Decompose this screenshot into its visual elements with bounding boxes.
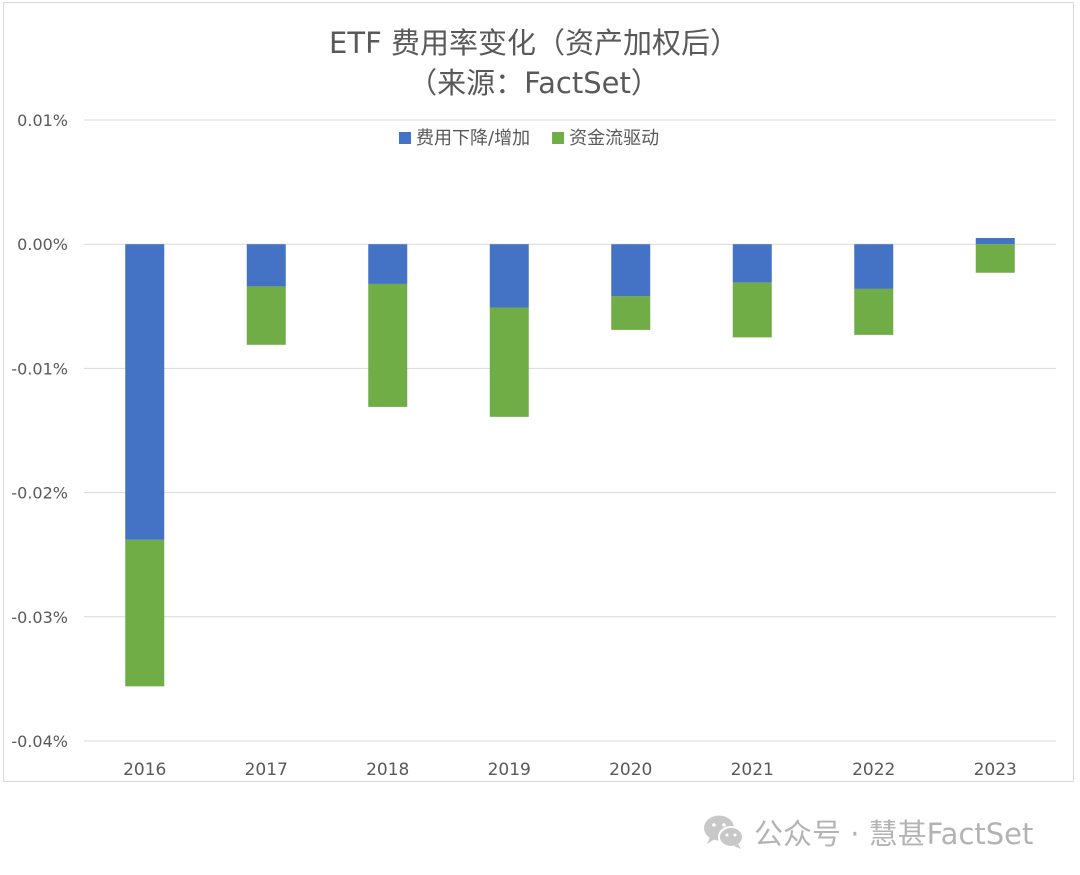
x-tick-label: 2017 bbox=[245, 760, 288, 780]
x-tick-label: 2018 bbox=[366, 760, 409, 780]
watermark-text: 公众号 · 慧甚FactSet bbox=[754, 817, 1034, 851]
chart-title: ETF 费用率变化（资产加权后） bbox=[329, 26, 739, 60]
grid-layer bbox=[84, 119, 1056, 742]
bar-segment bbox=[732, 282, 772, 338]
y-tick-label: -0.03% bbox=[11, 608, 68, 627]
chart-subtitle: （来源：FactSet） bbox=[408, 66, 660, 100]
legend-label: 费用下降/增加 bbox=[416, 128, 530, 149]
bar-segment bbox=[489, 244, 529, 308]
bar-segment bbox=[125, 539, 165, 687]
chart-svg: ETF 费用率变化（资产加权后） （来源：FactSet） 0.01% 0.00%… bbox=[11, 26, 1056, 780]
legend-swatch bbox=[399, 132, 411, 144]
bar-segment bbox=[732, 244, 772, 283]
bar-segment bbox=[975, 244, 1015, 273]
y-tick-label: -0.01% bbox=[11, 359, 68, 378]
wechat-icon bbox=[704, 815, 744, 849]
x-tick-label: 2019 bbox=[488, 760, 531, 780]
chart-legend: 费用下降/增加 资金流驱动 bbox=[399, 128, 659, 149]
bar-segment bbox=[611, 296, 651, 330]
x-tick-label: 2016 bbox=[123, 760, 166, 780]
bar-layer bbox=[125, 237, 1015, 687]
axis-layer: 0.01% 0.00% -0.01% -0.02% -0.03% -0.04% 2016 20… bbox=[11, 111, 1016, 780]
x-tick-label: 2020 bbox=[609, 760, 652, 780]
y-tick-label: 0.01% bbox=[17, 111, 68, 130]
bar-segment bbox=[611, 244, 651, 297]
y-tick-label: 0.00% bbox=[17, 235, 68, 254]
legend-swatch bbox=[552, 132, 565, 144]
bar-segment bbox=[368, 244, 408, 284]
chart-frame: ETF 费用率变化（资产加权后） （来源：FactSet） 0.01% 0.00%… bbox=[3, 2, 1074, 782]
y-tick-label: -0.02% bbox=[11, 484, 68, 503]
y-tick-label: -0.04% bbox=[11, 732, 68, 751]
bar-segment bbox=[246, 244, 286, 287]
bar-segment bbox=[368, 283, 408, 407]
bar-segment bbox=[854, 288, 894, 335]
x-tick-label: 2023 bbox=[974, 760, 1017, 780]
x-tick-label: 2021 bbox=[731, 760, 774, 780]
bar-segment bbox=[489, 307, 529, 417]
bar-segment bbox=[854, 244, 894, 289]
bar-segment bbox=[125, 244, 165, 540]
bar-segment bbox=[975, 237, 1015, 245]
bar-segment bbox=[246, 286, 286, 345]
x-tick-label: 2022 bbox=[852, 760, 895, 780]
legend-label: 资金流驱动 bbox=[569, 128, 659, 149]
watermark: 公众号 · 慧甚FactSet bbox=[702, 808, 1033, 856]
